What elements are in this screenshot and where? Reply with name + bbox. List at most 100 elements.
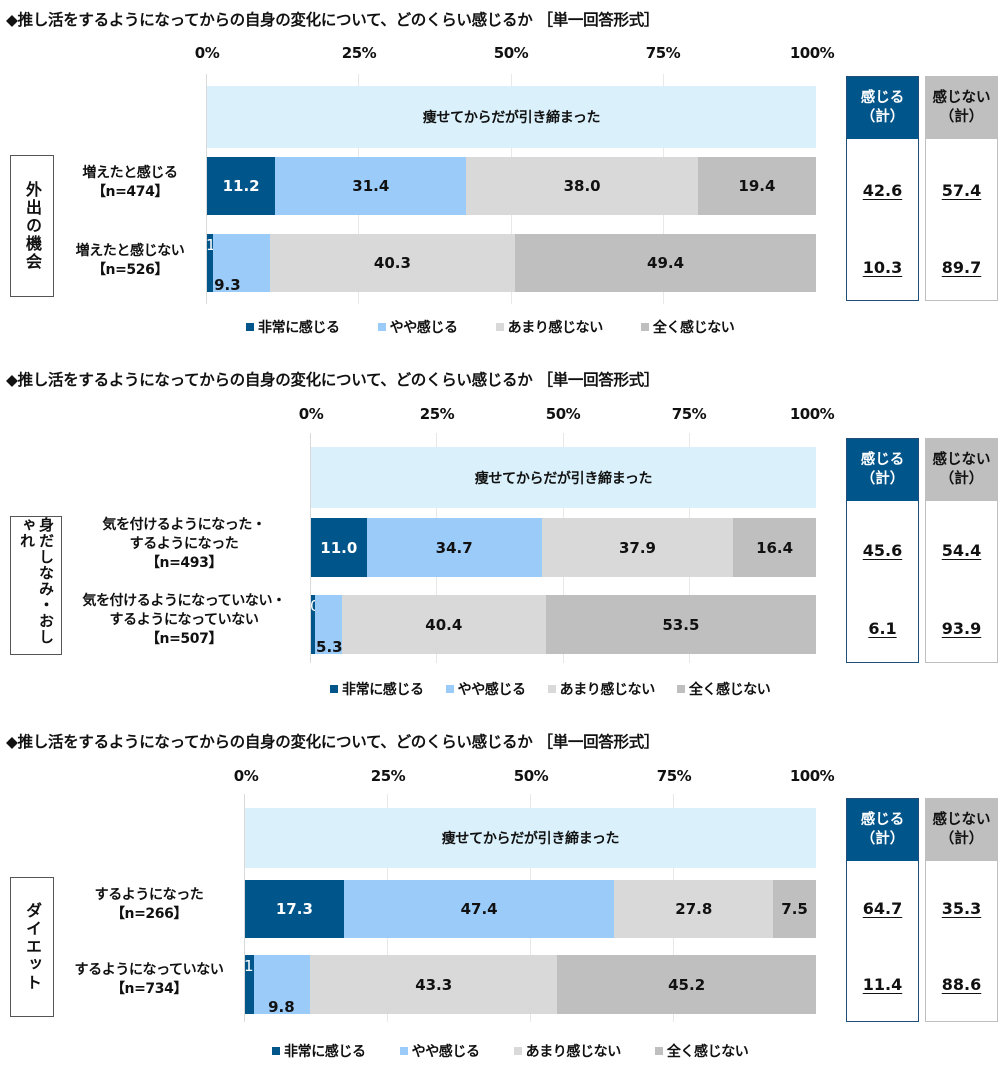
- total-feel-box: 感じる （計） 42.6 10.3: [846, 76, 919, 301]
- segment-somewhat: 5.3: [315, 595, 343, 656]
- segment-very: 1.6: [244, 955, 268, 1014]
- group-label: 外出の機会: [23, 181, 42, 271]
- total-not-feel-value: 89.7: [941, 258, 982, 277]
- segment-not-much: 38.0: [466, 157, 698, 215]
- stacked-bar-row: 17.3 47.4 27.8 7.5: [245, 880, 816, 938]
- legend-item: あまり感じない: [513, 1041, 621, 1061]
- axis-tick: 75%: [671, 405, 707, 423]
- legend-swatch: [330, 685, 338, 693]
- legend-item: 全く感じない: [640, 317, 735, 337]
- legend-swatch: [246, 323, 254, 331]
- axis-tick: 0%: [194, 44, 220, 62]
- axis-tick: 25%: [341, 44, 377, 62]
- row-label: するようになった 【n=266】: [94, 887, 204, 922]
- axis-tick: 100%: [789, 405, 835, 423]
- segment-not-much: 40.3: [269, 234, 516, 292]
- legend-swatch: [445, 685, 454, 693]
- item-label-band: 痩せてからだが引き締まった: [207, 86, 816, 148]
- total-feel-value: 45.6: [862, 541, 903, 560]
- group-label-box: 身だしなみ・おしゃれ: [10, 516, 62, 655]
- total-feel-value: 11.4: [862, 975, 903, 994]
- axis-tick: 50%: [513, 767, 549, 785]
- total-not-feel-box: 感じない （計） 54.4 93.9: [925, 438, 998, 663]
- legend-swatch: [676, 685, 685, 693]
- segment-not-much: 37.9: [541, 518, 734, 577]
- axis-tick: 25%: [419, 405, 455, 423]
- row-label: するようになっていない 【n=734】: [74, 962, 224, 997]
- group-label-box: 外出の機会: [10, 155, 54, 297]
- segment-not-at-all: 7.5: [773, 880, 816, 938]
- segment-somewhat: 31.4: [275, 157, 467, 215]
- group-label-box: ダイエット: [10, 877, 54, 1017]
- stacked-bar-row: 11.0 34.7 37.9 16.4: [311, 518, 816, 577]
- legend-item: 非常に感じる: [272, 1041, 366, 1061]
- plot-area: 痩せてからだが引き締まった 11.0 34.7 37.9 16.4 0.8 5.…: [310, 433, 816, 663]
- total-not-feel-header: 感じない （計）: [926, 77, 997, 139]
- plot-area: 痩せてからだが引き締まった 11.2 31.4 38.0 19.4 1.0 9.…: [206, 74, 816, 304]
- segment-not-much: 40.4: [341, 595, 546, 654]
- total-not-feel-header: 感じない （計）: [926, 439, 997, 501]
- chart-section-outing: ◆推し活をするようになってからの自身の変化について、どのくらい感じるか ［単一回…: [0, 8, 1000, 348]
- legend-swatch: [513, 1047, 522, 1055]
- plot-area: 痩せてからだが引き締まった 17.3 47.4 27.8 7.5 1.6 9.8…: [244, 794, 816, 1022]
- axis-tick: 100%: [789, 767, 835, 785]
- total-feel-value: 42.6: [862, 181, 903, 200]
- legend-item: 非常に感じる: [246, 317, 340, 337]
- axis-tick: 50%: [545, 405, 581, 423]
- segment-not-at-all: 53.5: [545, 595, 816, 654]
- segment-not-at-all: 49.4: [515, 234, 816, 292]
- chart-title: ◆推し活をするようになってからの自身の変化について、どのくらい感じるか ［単一回…: [6, 371, 660, 389]
- axis-tick: 50%: [493, 44, 529, 62]
- legend: 非常に感じる やや感じる あまり感じない 全く感じない: [246, 317, 735, 337]
- group-label: ダイエット: [23, 902, 42, 992]
- group-label: 身だしなみ・おしゃれ: [18, 517, 55, 645]
- legend-item: やや感じる: [377, 317, 458, 337]
- item-label-band: 痩せてからだが引き締まった: [245, 808, 816, 868]
- segment-somewhat: 9.3: [213, 234, 270, 294]
- segment-not-much: 43.3: [310, 955, 558, 1014]
- axis-tick: 25%: [370, 767, 406, 785]
- segment-somewhat: 47.4: [343, 880, 615, 938]
- row-label: 気を付けるようになった・ するようになった 【n=493】: [102, 517, 266, 571]
- total-feel-box: 感じる （計） 64.7 11.4: [846, 798, 919, 1022]
- total-not-feel-header: 感じない （計）: [926, 799, 997, 861]
- axis-tick: 0%: [298, 405, 324, 423]
- total-not-feel-value: 93.9: [941, 619, 982, 638]
- total-not-feel-value: 35.3: [941, 899, 982, 918]
- stacked-bar-row: 1.6 9.8 43.3 45.2: [244, 955, 816, 1016]
- legend-item: あまり感じない: [547, 679, 655, 699]
- legend-item: あまり感じない: [495, 317, 603, 337]
- stacked-bar-row: 11.2 31.4 38.0 19.4: [207, 157, 816, 215]
- segment-very: 17.3: [245, 880, 344, 938]
- total-not-feel-box: 感じない （計） 57.4 89.7: [925, 76, 998, 301]
- item-label-band: 痩せてからだが引き締まった: [311, 447, 816, 508]
- legend-item: やや感じる: [445, 679, 526, 699]
- total-not-feel-value: 54.4: [941, 541, 982, 560]
- segment-somewhat: 9.8: [254, 955, 311, 1016]
- segment-not-at-all: 19.4: [697, 157, 816, 215]
- legend-swatch: [654, 1047, 663, 1055]
- total-feel-value: 6.1: [868, 619, 897, 638]
- axis-tick: 100%: [789, 44, 835, 62]
- segment-not-much: 27.8: [614, 880, 774, 938]
- axis-tick: 0%: [233, 767, 259, 785]
- total-feel-header: 感じる （計）: [847, 799, 918, 861]
- chart-title: ◆推し活をするようになってからの自身の変化について、どのくらい感じるか ［単一回…: [6, 733, 660, 751]
- chart-title: ◆推し活をするようになってからの自身の変化について、どのくらい感じるか ［単一回…: [6, 11, 660, 29]
- legend-item: 非常に感じる: [330, 679, 424, 699]
- total-not-feel-box: 感じない （計） 35.3 88.6: [925, 798, 998, 1022]
- chart-section-grooming: ◆推し活をするようになってからの自身の変化について、どのくらい感じるか ［単一回…: [0, 368, 1000, 708]
- segment-very: 11.2: [207, 157, 276, 215]
- legend-swatch: [377, 323, 386, 331]
- legend-swatch: [547, 685, 556, 693]
- stacked-bar-row: 1.0 9.3 40.3 49.4: [206, 234, 816, 294]
- row-label: 増えたと感じる 【n=474】: [82, 165, 178, 200]
- axis-tick: 75%: [656, 767, 692, 785]
- legend-swatch: [640, 323, 649, 331]
- segment-somewhat: 34.7: [366, 518, 542, 577]
- legend: 非常に感じる やや感じる あまり感じない 全く感じない: [272, 1041, 749, 1061]
- legend: 非常に感じる やや感じる あまり感じない 全く感じない: [330, 679, 771, 699]
- stacked-bar-row: 0.8 5.3 40.4 53.5: [310, 595, 816, 656]
- legend-item: やや感じる: [399, 1041, 480, 1061]
- row-label: 増えたと感じない 【n=526】: [75, 243, 185, 278]
